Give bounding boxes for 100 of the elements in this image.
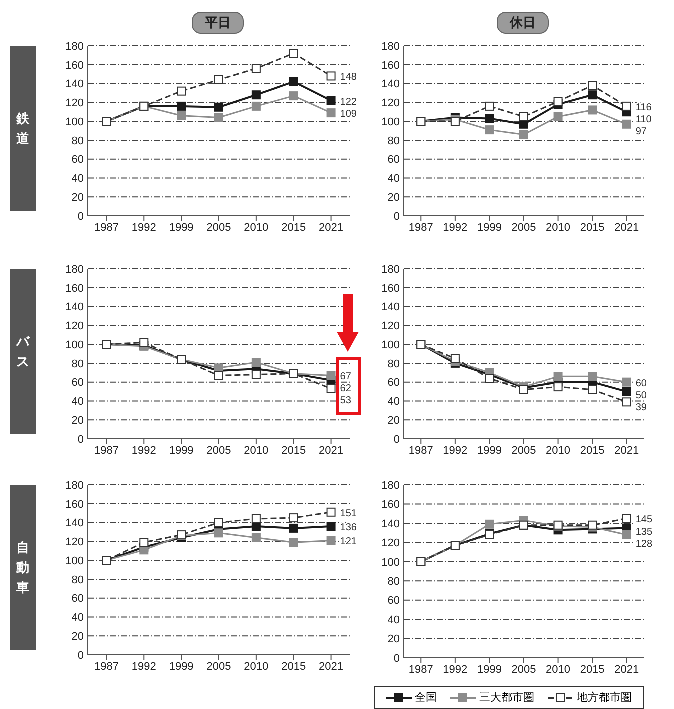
point [214,102,224,112]
point [289,49,298,58]
data-label: 151 [340,508,358,520]
y-tick-label: 80 [388,135,400,148]
point [450,354,460,364]
x-tick-label: 1992 [443,444,468,457]
y-tick-label: 20 [72,631,84,644]
x-tick-label: 2015 [282,444,306,457]
x-tick-label: 2015 [580,664,605,676]
x-tick-label: 2005 [206,444,232,457]
y-tick-label: 100 [66,555,84,568]
data-label: 135 [636,526,653,538]
y-tick-label: 40 [72,173,84,186]
y-tick-label: 160 [66,498,84,511]
y-tick-label: 60 [388,595,400,608]
x-tick-label: 1987 [94,444,119,457]
x-tick-label: 2015 [580,444,605,457]
x-tick-label: 1999 [169,660,194,673]
y-tick-label: 60 [72,593,84,606]
chart-title: 休日 [497,12,549,34]
y-tick-label: 100 [66,339,84,352]
data-label: 50 [636,390,648,402]
y-tick-label: 20 [388,192,400,204]
x-tick-label: 1992 [443,222,468,234]
point [588,81,598,90]
x-tick-label: 2010 [244,660,269,673]
data-label: 116 [636,102,652,114]
y-tick-label: 120 [66,98,84,110]
y-tick-label: 180 [382,264,400,276]
point [214,518,224,528]
y-tick-label: 80 [72,574,84,586]
point [326,96,336,106]
point [252,64,261,74]
y-tick-label: 40 [388,614,400,626]
y-tick-label: 80 [72,358,84,370]
x-tick-label: 2010 [244,444,269,457]
point [622,398,632,407]
x-tick-label: 1999 [169,444,194,457]
y-tick-label: 120 [382,538,400,550]
data-label: 60 [636,378,648,390]
y-tick-label: 160 [382,282,400,295]
y-tick-label: 140 [66,518,84,530]
y-tick-label: 40 [388,396,400,408]
y-tick-label: 100 [382,556,400,569]
x-tick-label: 2010 [244,222,269,234]
y-tick-label: 140 [382,302,400,314]
data-label: 109 [340,109,358,120]
y-tick-label: 120 [66,320,84,333]
x-tick-label: 2005 [206,660,232,673]
point [214,528,224,538]
data-label: 62 [340,384,352,395]
point [520,130,528,140]
x-tick-label: 1992 [132,444,156,457]
point [485,102,494,111]
y-tick-label: 40 [388,173,400,186]
x-tick-label: 2010 [546,222,571,234]
y-tick-label: 0 [78,650,84,662]
data-label: 67 [340,372,352,383]
x-tick-label: 2021 [319,660,344,673]
y-tick-label: 160 [382,60,400,72]
y-tick-label: 80 [388,576,400,588]
point [520,112,528,122]
point [214,371,224,380]
point [177,102,186,111]
y-tick-label: 140 [382,518,400,530]
data-label: 145 [636,514,653,526]
y-tick-label: 60 [388,377,400,390]
x-tick-label: 1992 [132,660,156,673]
y-tick-label: 140 [382,78,400,91]
point [252,370,261,380]
data-label: 121 [340,536,358,548]
y-tick-label: 0 [78,210,84,223]
x-tick-label: 2021 [614,444,640,457]
data-label: 136 [340,522,358,534]
y-tick-label: 40 [72,396,84,408]
data-label: 110 [636,114,652,126]
point [326,72,336,81]
point [326,508,336,517]
point [252,90,261,100]
point [485,114,494,124]
y-tick-label: 160 [66,282,84,295]
x-tick-label: 1999 [169,222,194,234]
point [177,86,186,96]
y-tick-label: 60 [72,377,84,390]
x-tick-label: 2021 [614,664,640,676]
data-label: 97 [636,126,648,138]
point [252,102,261,111]
point [177,111,186,120]
y-tick-label: 60 [388,154,400,166]
y-tick-label: 20 [72,415,84,428]
y-axis-title: 自動車 [16,538,30,596]
y-tick-label: 0 [78,434,84,446]
y-axis-title: 鉄道 [16,110,30,148]
y-tick-label: 20 [72,192,84,204]
data-label: 128 [636,538,653,550]
point [622,102,632,111]
x-tick-label: 2005 [512,444,536,457]
data-label: 148 [340,72,358,84]
x-tick-label: 2010 [546,664,571,676]
y-tick-label: 0 [394,652,400,665]
